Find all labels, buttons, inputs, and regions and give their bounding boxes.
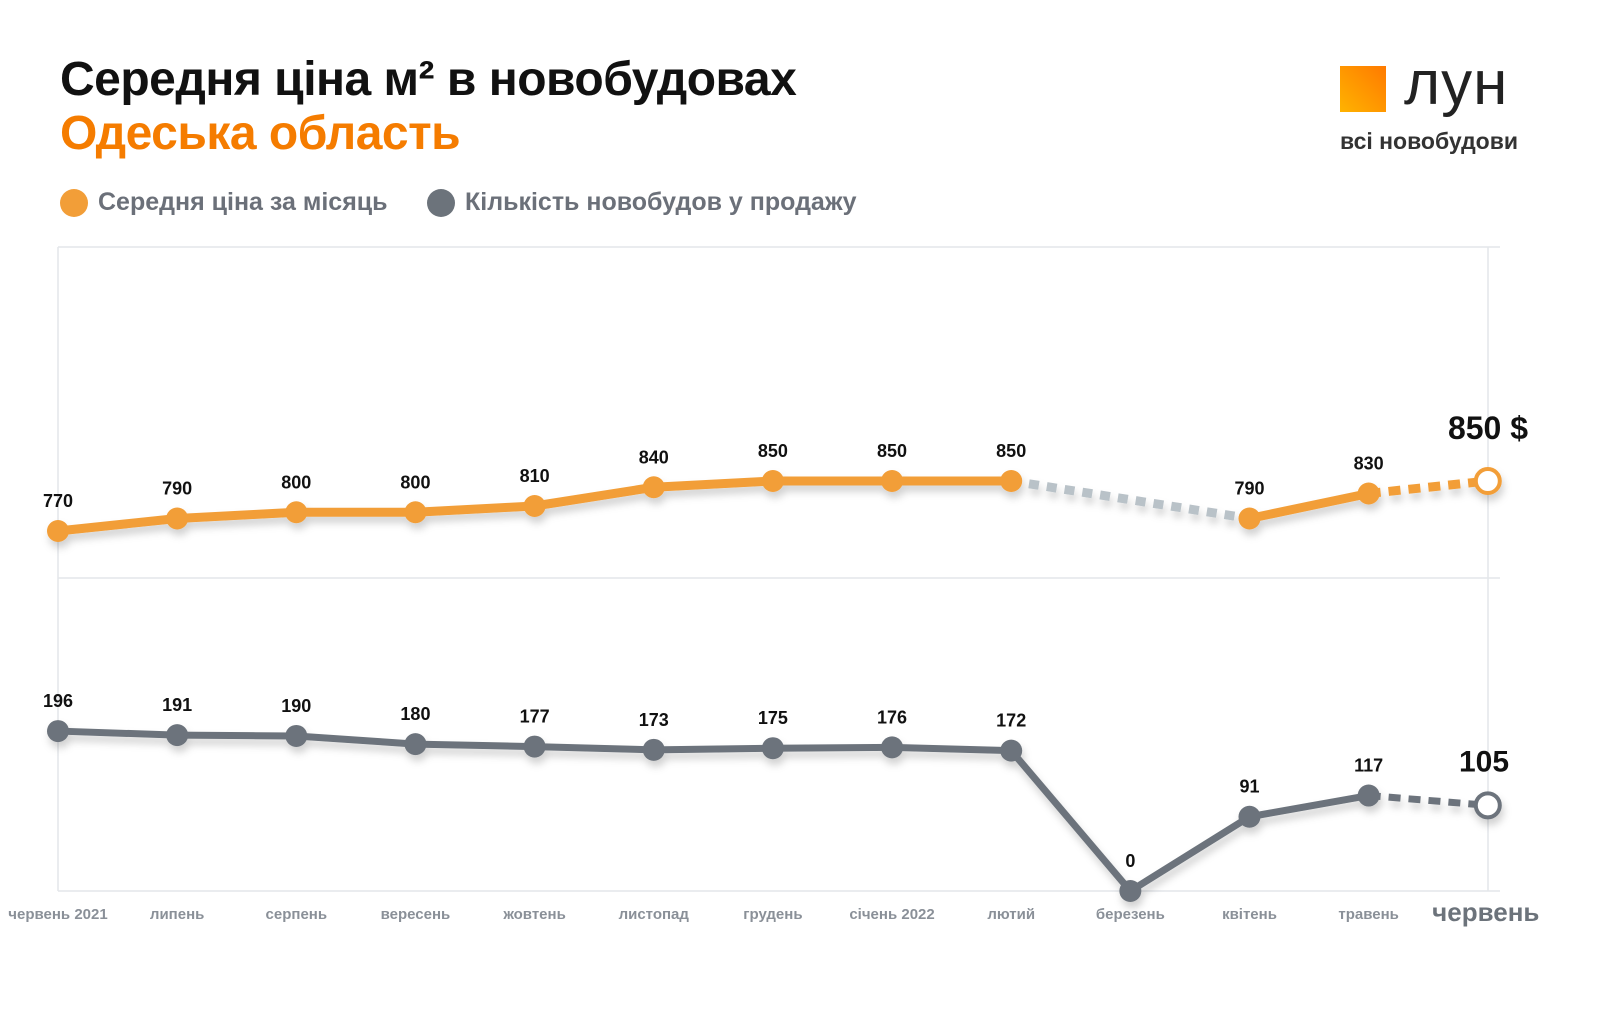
price-data-label: 770: [43, 491, 73, 511]
count-data-label: 91: [1239, 777, 1259, 797]
count-line-segment: [650, 744, 777, 754]
count-point: [166, 724, 189, 747]
count-point: [47, 720, 69, 743]
legend-count-marker: [427, 188, 455, 217]
count-line-segment: [769, 743, 896, 752]
count-data-label: 191: [162, 695, 192, 715]
count-line-segment: [531, 743, 658, 754]
count-data-label: 196: [43, 691, 73, 711]
price-data-label: 850: [758, 441, 788, 461]
count-point: [285, 724, 308, 747]
count-point-forecast: [1473, 791, 1502, 820]
price-gap-segment: [1010, 476, 1251, 523]
price-data-label: 850: [996, 441, 1026, 461]
logo-square-icon: [1340, 66, 1386, 112]
price-data-label: 840: [639, 447, 669, 467]
chart-title: Середня ціна м² в новобудовах: [60, 53, 797, 106]
price-point: [1357, 482, 1380, 505]
legend-count-label: Кількість новобудов у продажу: [465, 188, 857, 216]
chart-subtitle: Одеська область: [60, 107, 461, 160]
count-line-segment: [411, 740, 539, 751]
price-data-label: 810: [520, 466, 550, 486]
price-line-segment: [410, 501, 540, 517]
count-line-segment: [1007, 747, 1134, 895]
count-point: [404, 733, 427, 756]
price-line-segment: [172, 507, 301, 523]
count-line-segment: [1246, 792, 1373, 821]
count-data-label: 175: [758, 708, 788, 728]
count-data-label: 0: [1125, 851, 1135, 871]
price-data-label: 850 $: [1448, 410, 1528, 446]
x-tick-label: червень 2021: [8, 906, 107, 923]
count-point: [1238, 805, 1261, 828]
x-tick-label: грудень: [743, 906, 802, 923]
price-line-segment: [1368, 476, 1489, 498]
count-data-label: 173: [639, 710, 669, 730]
legend-item-price: Середня ціна за місяць: [60, 188, 388, 217]
count-point: [1000, 739, 1023, 762]
count-data-label: 117: [1354, 756, 1383, 776]
count-data-label: 176: [877, 707, 907, 727]
x-tick-label: березень: [1096, 906, 1165, 923]
count-data-label: 180: [400, 704, 430, 724]
legend-item-count: Кількість новобудов у продажу: [427, 188, 856, 217]
x-tick-label: травень: [1338, 906, 1399, 923]
price-point: [404, 501, 427, 524]
x-tick-label: січень 2022: [849, 906, 934, 923]
count-data-label: 172: [996, 711, 1026, 731]
count-data-label: 105: [1459, 745, 1509, 778]
price-point: [642, 476, 665, 499]
price-line-segment: [530, 482, 659, 511]
count-data-label: 177: [520, 707, 550, 727]
count-point: [1357, 784, 1380, 807]
x-tick-label: вересень: [381, 906, 451, 923]
price-point: [1000, 470, 1023, 492]
count-data-label: 190: [281, 696, 311, 716]
price-point: [1238, 507, 1261, 530]
price-data-label: 830: [1354, 454, 1384, 474]
logo-word: лун: [1404, 49, 1509, 118]
legend-price-label: Середня ціна за місяць: [98, 188, 388, 216]
price-point: [166, 507, 189, 530]
count-line-segment: [173, 731, 300, 740]
x-tick-label: квітень: [1222, 906, 1277, 923]
price-point: [881, 470, 904, 492]
x-tick-label: червень: [1432, 897, 1539, 927]
count-point: [523, 735, 546, 758]
price-data-label: 800: [400, 472, 430, 492]
logo-tagline: всі новобудови: [1340, 128, 1519, 154]
price-line-segment: [53, 514, 182, 536]
price-data-label: 790: [1234, 479, 1264, 499]
x-tick-label: листопад: [619, 906, 690, 923]
price-point: [761, 470, 784, 492]
price-point: [523, 495, 546, 517]
price-data-label: 800: [281, 472, 311, 492]
price-point: [47, 520, 69, 542]
price-point: [285, 501, 308, 524]
x-tick-label: серпень: [266, 906, 328, 923]
price-data-label: 790: [162, 479, 192, 499]
count-line-segment: [1126, 813, 1253, 895]
x-tick-label: лютий: [987, 906, 1035, 923]
count-line-segment: [54, 727, 181, 739]
legend-price-marker: [60, 188, 88, 217]
count-point: [761, 737, 784, 760]
price-data-label: 850: [877, 441, 907, 461]
price-point-forecast: [1473, 467, 1502, 495]
price-line-segment: [1245, 489, 1374, 523]
price-line-segment: [649, 476, 778, 492]
count-line-segment: [888, 743, 1015, 755]
x-tick-label: жовтень: [502, 906, 565, 923]
count-line-segment: [292, 732, 419, 748]
x-tick-label: липень: [150, 906, 204, 923]
count-point: [642, 738, 665, 761]
count-point: [1119, 880, 1142, 902]
count-line-segment: [1368, 792, 1489, 809]
count-point: [881, 736, 904, 759]
